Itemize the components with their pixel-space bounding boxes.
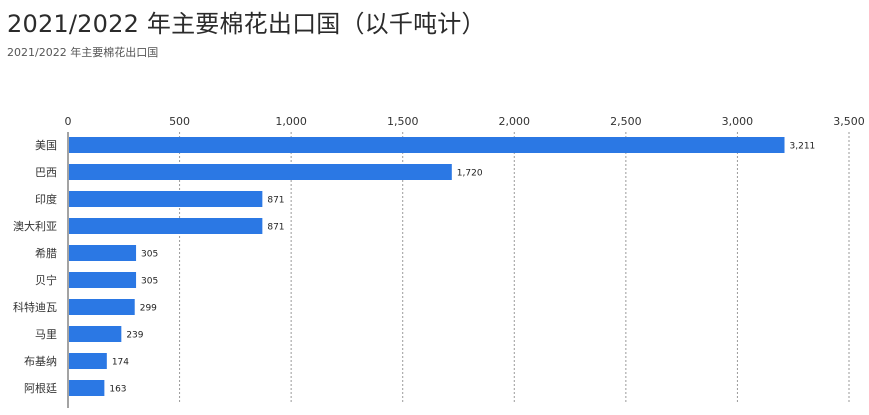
data-label: 239 [126,331,143,341]
data-label: 163 [109,385,126,395]
category-label: 贝宁 [35,273,57,287]
data-label: 871 [267,196,284,206]
bar [69,380,105,396]
x-tick-label: 2,500 [610,115,642,128]
x-tick-label: 1,000 [275,115,307,128]
category-label: 科特迪瓦 [13,300,57,314]
bar [69,218,263,234]
category-label: 印度 [35,192,57,206]
category-label: 美国 [35,139,57,152]
data-label: 1,720 [457,169,483,179]
x-tick-label: 2,000 [499,115,531,128]
data-label: 305 [141,277,158,287]
chart-subtitle: 2021/2022 年主要棉花出口国 [7,46,159,59]
x-tick-label: 0 [65,115,72,128]
category-label: 巴西 [35,166,57,179]
category-label: 布基纳 [24,355,57,368]
bar [69,353,107,369]
category-label: 马里 [35,328,57,341]
data-label: 174 [112,358,129,368]
bar [69,245,137,261]
category-label: 阿根廷 [24,381,57,395]
x-tick-label: 3,000 [722,115,754,128]
category-label: 希腊 [35,246,57,260]
bar [69,326,122,342]
bar [69,164,452,180]
data-label: 299 [140,304,157,314]
bar [69,137,785,153]
category-label: 澳大利亚 [13,219,57,233]
x-tick-label: 3,500 [833,115,865,128]
chart-title: 2021/2022 年主要棉花出口国（以千吨计） [7,10,486,38]
data-label: 305 [141,250,158,260]
data-label: 871 [267,223,284,233]
bar [69,299,135,315]
bar [69,272,137,288]
bar [69,191,263,207]
x-tick-label: 1,500 [387,115,419,128]
data-label: 3,211 [790,142,816,152]
x-tick-label: 500 [169,115,190,128]
